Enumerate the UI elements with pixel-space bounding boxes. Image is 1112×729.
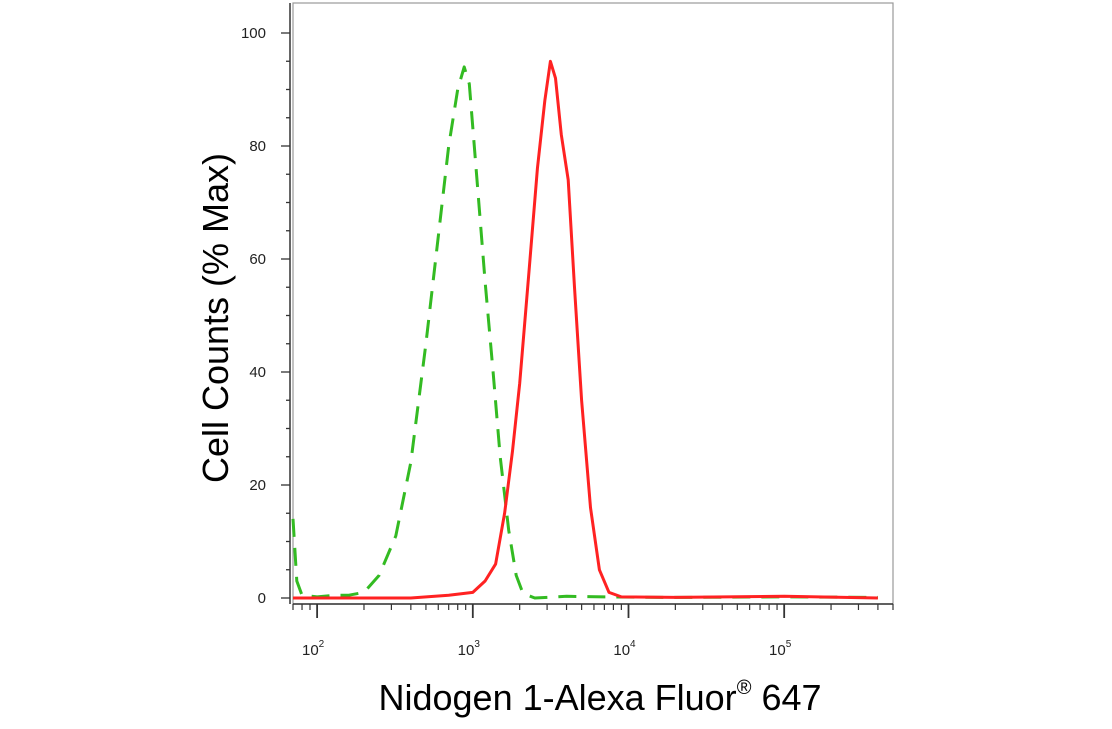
series-line-1 — [293, 59, 878, 600]
y-tick-label: 20 — [249, 477, 266, 494]
x-axis-title-suffix: 647 — [751, 677, 821, 718]
x-axis-title-main: Nidogen 1-Alexa Fluor — [378, 677, 736, 718]
x-tick-label: 104 — [613, 639, 636, 659]
y-tick-label: 60 — [249, 251, 266, 268]
y-tick-label: 80 — [249, 138, 266, 155]
plot-frame — [292, 2, 894, 605]
series-layer — [291, 59, 878, 600]
x-tick-label: 105 — [769, 639, 792, 659]
y-axis-title: Cell Counts (% Max) — [195, 153, 236, 483]
series-line-0 — [291, 65, 878, 600]
y-tick-label: 40 — [249, 364, 266, 381]
y-tick-label: 0 — [258, 590, 266, 607]
x-axis: 102 103 104 105 — [292, 603, 894, 659]
x-tick-label: 102 — [302, 639, 325, 659]
y-axis: 0 20 40 60 80 100 — [241, 3, 291, 607]
y-tick-label: 100 — [241, 25, 266, 42]
x-axis-title: Nidogen 1-Alexa Fluor® 647 — [378, 677, 821, 718]
registered-mark: ® — [737, 677, 752, 699]
x-tick-label: 103 — [458, 639, 481, 659]
